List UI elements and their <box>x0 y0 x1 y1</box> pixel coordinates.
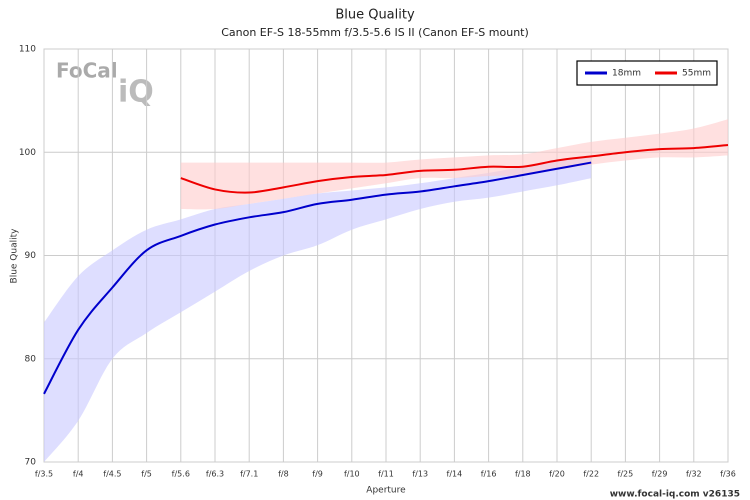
series-line <box>43 161 592 395</box>
x-tick-label: f/11 <box>378 470 394 479</box>
logo-bottom: iQ <box>118 75 154 110</box>
x-tick-label: f/25 <box>618 470 634 479</box>
x-tick-label: f/3.5 <box>35 470 53 479</box>
footer: www.focal-iq.com v26135 <box>610 490 740 500</box>
x-tick-label: f/36 <box>720 470 736 479</box>
x-tick-label: f/20 <box>549 470 565 479</box>
legend-label: 18mm <box>612 69 641 79</box>
confidence-band <box>44 155 592 462</box>
y-axis-label: Blue Quality <box>10 228 20 284</box>
chart-subtitle: Canon EF-S 18-55mm f/3.5-5.6 IS II (Cano… <box>221 26 529 39</box>
series-line <box>180 144 729 194</box>
x-tick-label: f/5.6 <box>172 470 190 479</box>
y-tick-label: 100 <box>19 148 36 158</box>
confidence-band <box>180 119 729 210</box>
x-tick-label: f/6.3 <box>206 470 224 479</box>
x-tick-label: f/16 <box>481 470 497 479</box>
x-tick-label: f/22 <box>583 470 599 479</box>
y-tick-label: 80 <box>25 354 37 364</box>
x-tick-label: f/4.5 <box>103 470 121 479</box>
logo-top: FoCal <box>56 59 118 83</box>
x-axis-label: Aperture <box>366 486 406 496</box>
y-tick-label: 110 <box>19 45 36 55</box>
x-tick-label: f/14 <box>447 470 463 479</box>
x-tick-label: f/18 <box>515 470 531 479</box>
x-tick-label: f/8 <box>278 470 289 479</box>
y-tick-label: 70 <box>25 458 37 468</box>
y-tick-label: 90 <box>25 251 37 261</box>
x-tick-label: f/4 <box>73 470 84 479</box>
x-tick-label: f/5 <box>141 470 152 479</box>
x-tick-label: f/9 <box>312 470 323 479</box>
x-tick-label: f/13 <box>412 470 428 479</box>
x-tick-label: f/32 <box>686 470 702 479</box>
x-tick-label: f/10 <box>344 470 360 479</box>
chart-title: Blue Quality <box>335 8 415 23</box>
x-tick-label: f/29 <box>652 470 668 479</box>
legend-label: 55mm <box>682 69 711 79</box>
x-tick-label: f/7.1 <box>240 470 258 479</box>
